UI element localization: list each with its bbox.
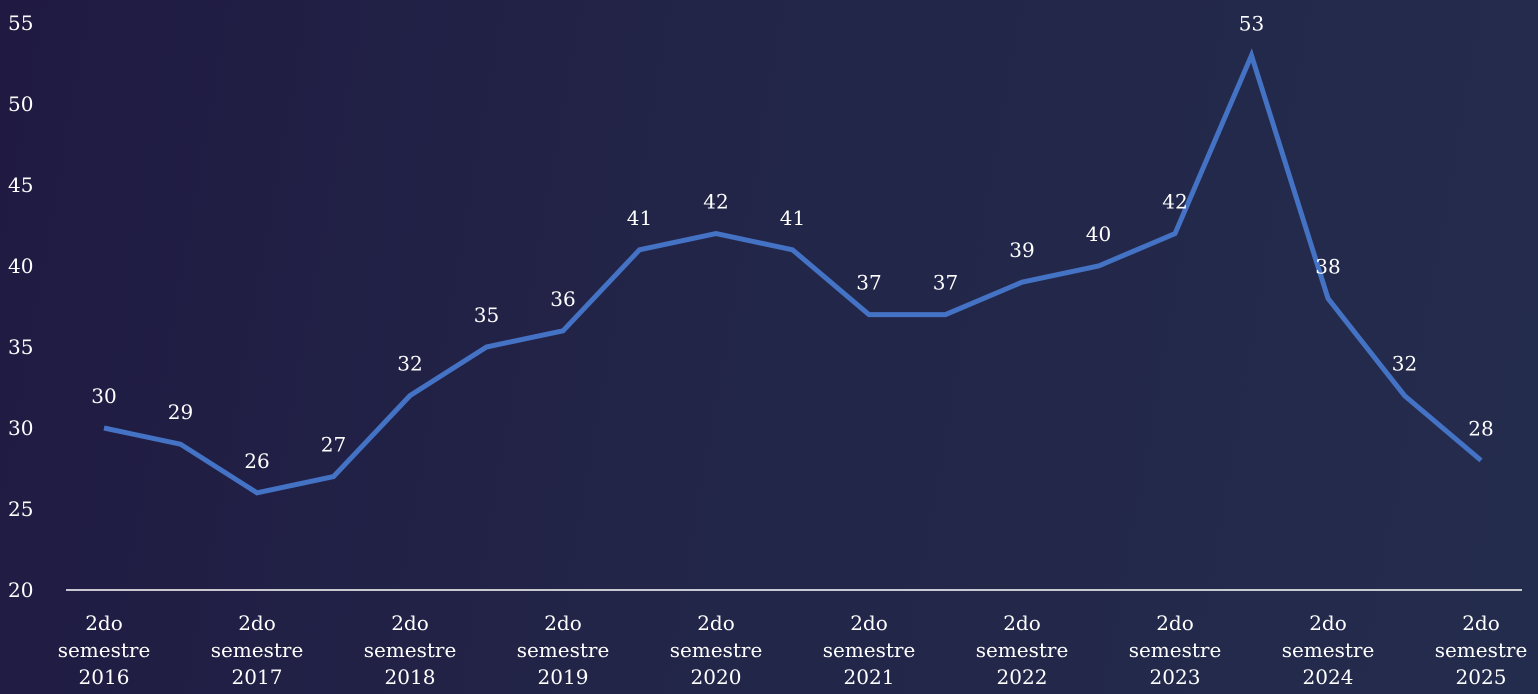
data-label-13: 40 <box>1086 222 1111 246</box>
x-axis-ticks: 2do semestre 2016 2do semestre 2017 2do semestr… <box>58 611 1528 689</box>
data-label-14: 42 <box>1162 190 1187 214</box>
x-tick-label-6: 2do semestre 2022 <box>976 611 1069 689</box>
data-label-6: 36 <box>550 287 575 311</box>
data-label-16: 38 <box>1315 254 1340 278</box>
y-tick-label-1: 25 <box>8 497 33 521</box>
x-tick-label-1: 2do semestre 2017 <box>211 611 304 689</box>
data-label-10: 37 <box>856 271 881 295</box>
y-tick-label-4: 40 <box>8 254 33 278</box>
data-label-18: 28 <box>1468 416 1493 440</box>
y-tick-label-5: 45 <box>8 173 33 197</box>
series-line <box>103 48 1483 496</box>
data-label-1: 29 <box>168 400 193 424</box>
y-tick-label-3: 35 <box>8 335 33 359</box>
data-label-4: 32 <box>397 352 422 376</box>
data-label-5: 35 <box>474 303 499 327</box>
y-tick-label-0: 20 <box>8 578 33 602</box>
data-label-0: 30 <box>91 384 116 408</box>
x-tick-label-2: 2do semestre 2018 <box>364 611 457 689</box>
data-label-11: 37 <box>933 271 958 295</box>
x-tick-label-8: 2do semestre 2024 <box>1282 611 1375 689</box>
data-label-15: 53 <box>1239 11 1264 35</box>
data-label-7: 41 <box>627 206 652 230</box>
data-label-9: 41 <box>780 206 805 230</box>
y-tick-label-7: 55 <box>8 11 33 35</box>
data-labels: 30 29 26 27 32 35 36 41 42 41 37 37 39 40 42 53 38 32 28 <box>91 11 1493 472</box>
data-label-17: 32 <box>1392 352 1417 376</box>
data-label-3: 27 <box>321 433 346 457</box>
x-tick-label-3: 2do semestre 2019 <box>517 611 610 689</box>
y-tick-label-6: 50 <box>8 92 33 116</box>
y-tick-label-2: 30 <box>8 416 33 440</box>
x-tick-label-9: 2do semestre 2025 <box>1435 611 1528 689</box>
y-axis-ticks: 20 25 30 35 40 45 50 55 <box>8 11 33 602</box>
x-tick-label-5: 2do semestre 2021 <box>823 611 916 689</box>
x-tick-label-4: 2do semestre 2020 <box>670 611 763 689</box>
data-label-8: 42 <box>703 190 728 214</box>
data-label-2: 26 <box>244 449 269 473</box>
x-tick-label-0: 2do semestre 2016 <box>58 611 151 689</box>
x-tick-label-7: 2do semestre 2023 <box>1129 611 1222 689</box>
data-label-12: 39 <box>1009 238 1034 262</box>
